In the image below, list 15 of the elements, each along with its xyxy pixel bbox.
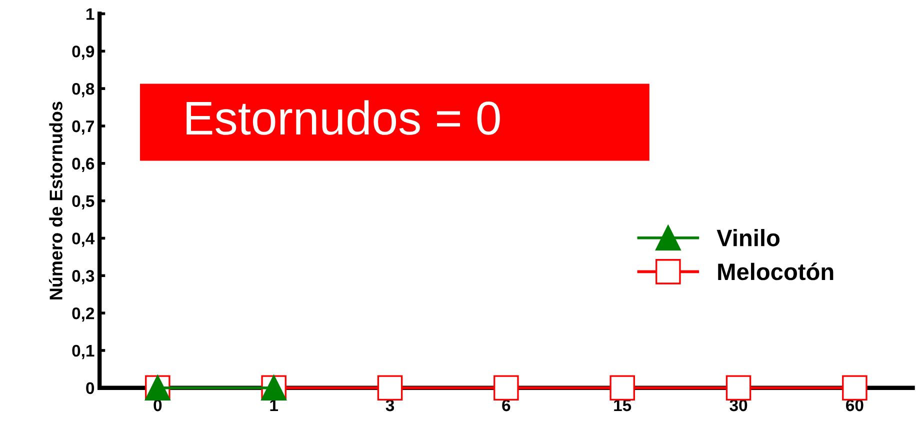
y-tick-label: 1 bbox=[86, 8, 94, 20]
y-tick-label: 0 bbox=[86, 382, 94, 394]
y-axis-title: Número de Estornudos bbox=[49, 102, 62, 300]
y-tick-label: 0,9 bbox=[72, 46, 94, 60]
y-tick-label: 0,7 bbox=[72, 120, 94, 135]
y-tick-label: 0,2 bbox=[72, 307, 94, 322]
y-tick-label: 0,6 bbox=[72, 158, 94, 172]
annotation: Estornudos = 0 bbox=[186, 100, 500, 135]
y-tick-label: 0,5 bbox=[72, 195, 94, 210]
y-tick-label: 0,3 bbox=[72, 270, 94, 284]
legend-label: Vinilo bbox=[716, 229, 780, 246]
y-tick-label: 0,1 bbox=[72, 344, 94, 360]
y-tick-label: 0,8 bbox=[72, 82, 94, 98]
y-tick-label: 0,4 bbox=[72, 232, 95, 247]
legend-label: Melocotón bbox=[718, 262, 834, 280]
